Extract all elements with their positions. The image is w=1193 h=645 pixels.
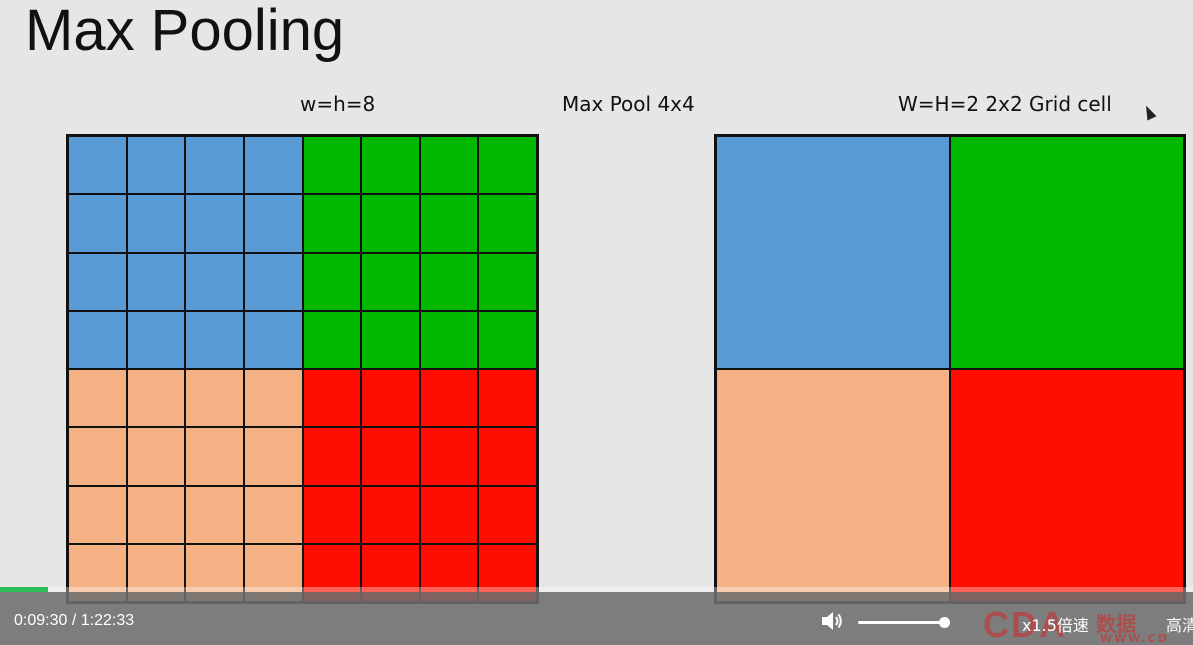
input-cell — [478, 369, 537, 428]
input-cell — [185, 136, 244, 195]
volume-slider-handle[interactable] — [939, 617, 951, 628]
input-cell — [126, 369, 186, 428]
input-cell — [68, 369, 127, 428]
input-cell — [243, 427, 303, 486]
input-cell — [126, 194, 186, 253]
input-feature-map-grid — [66, 134, 539, 604]
input-cell — [243, 136, 303, 195]
input-cell — [302, 136, 362, 195]
input-cell — [243, 310, 303, 369]
input-cell — [419, 136, 479, 195]
input-cell — [302, 310, 362, 369]
input-cell — [478, 252, 537, 311]
output-cell — [716, 369, 950, 602]
input-cell — [419, 252, 479, 311]
input-cell — [185, 252, 244, 311]
input-cell — [126, 485, 186, 544]
input-cell — [478, 194, 537, 253]
input-size-label: w=h=8 — [300, 92, 376, 116]
output-cell — [950, 369, 1184, 602]
total-time: 1:22:33 — [80, 612, 135, 629]
input-cell — [302, 252, 362, 311]
input-cell — [185, 369, 244, 428]
input-cell — [302, 369, 362, 428]
output-cell — [716, 136, 950, 369]
input-cell — [361, 485, 420, 544]
input-cell — [478, 427, 537, 486]
input-cell — [185, 485, 244, 544]
input-cell — [478, 136, 537, 195]
input-cell — [68, 310, 127, 369]
input-cell — [126, 252, 186, 311]
video-progress-fill — [0, 587, 48, 592]
input-cell — [478, 310, 537, 369]
watermark-url-text: WWW.CD — [1100, 632, 1169, 645]
input-cell — [126, 310, 186, 369]
input-cell — [419, 485, 479, 544]
input-cell — [302, 194, 362, 253]
volume-slider[interactable] — [858, 617, 951, 628]
input-cell — [419, 427, 479, 486]
input-cell — [185, 427, 244, 486]
input-cell — [126, 427, 186, 486]
watermark-cn-text: 数据 — [1096, 612, 1136, 636]
input-cell — [68, 136, 127, 195]
quality-button[interactable]: 高清 — [1166, 616, 1193, 635]
input-cell — [302, 485, 362, 544]
input-cell — [243, 369, 303, 428]
input-cell — [243, 485, 303, 544]
input-cell — [185, 194, 244, 253]
slide-title: Max Pooling — [25, 0, 345, 63]
input-cell — [361, 369, 420, 428]
input-cell — [419, 194, 479, 253]
input-cell — [419, 310, 479, 369]
video-control-bar: 0:09:30 / 1:22:33 CDA 数据 WWW.CD x1.5倍速 高… — [0, 592, 1193, 645]
playback-speed-button[interactable]: x1.5倍速 — [1022, 616, 1089, 635]
input-cell — [185, 310, 244, 369]
video-progress-bar[interactable] — [0, 587, 1193, 592]
current-time: 0:09:30 — [14, 612, 68, 629]
input-cell — [478, 485, 537, 544]
cda-watermark-logo: CDA — [983, 604, 1067, 645]
time-separator: / — [67, 612, 81, 629]
input-cell — [243, 252, 303, 311]
input-cell — [68, 427, 127, 486]
input-cell — [361, 194, 420, 253]
mouse-cursor-icon — [1141, 103, 1157, 121]
output-cell — [950, 136, 1184, 369]
input-cell — [68, 194, 127, 253]
output-size-label: W=H=2 2x2 Grid cell — [898, 92, 1112, 116]
input-cell — [361, 252, 420, 311]
input-cell — [361, 427, 420, 486]
input-cell — [68, 485, 127, 544]
max-pool-label: Max Pool 4x4 — [562, 92, 695, 116]
input-cell — [243, 194, 303, 253]
input-cell — [419, 369, 479, 428]
input-cell — [126, 136, 186, 195]
pooled-output-grid — [714, 134, 1186, 604]
input-cell — [302, 427, 362, 486]
input-cell — [361, 310, 420, 369]
volume-icon[interactable] — [820, 610, 844, 632]
time-display: 0:09:30 / 1:22:33 — [14, 612, 134, 630]
input-cell — [68, 252, 127, 311]
input-cell — [361, 136, 420, 195]
